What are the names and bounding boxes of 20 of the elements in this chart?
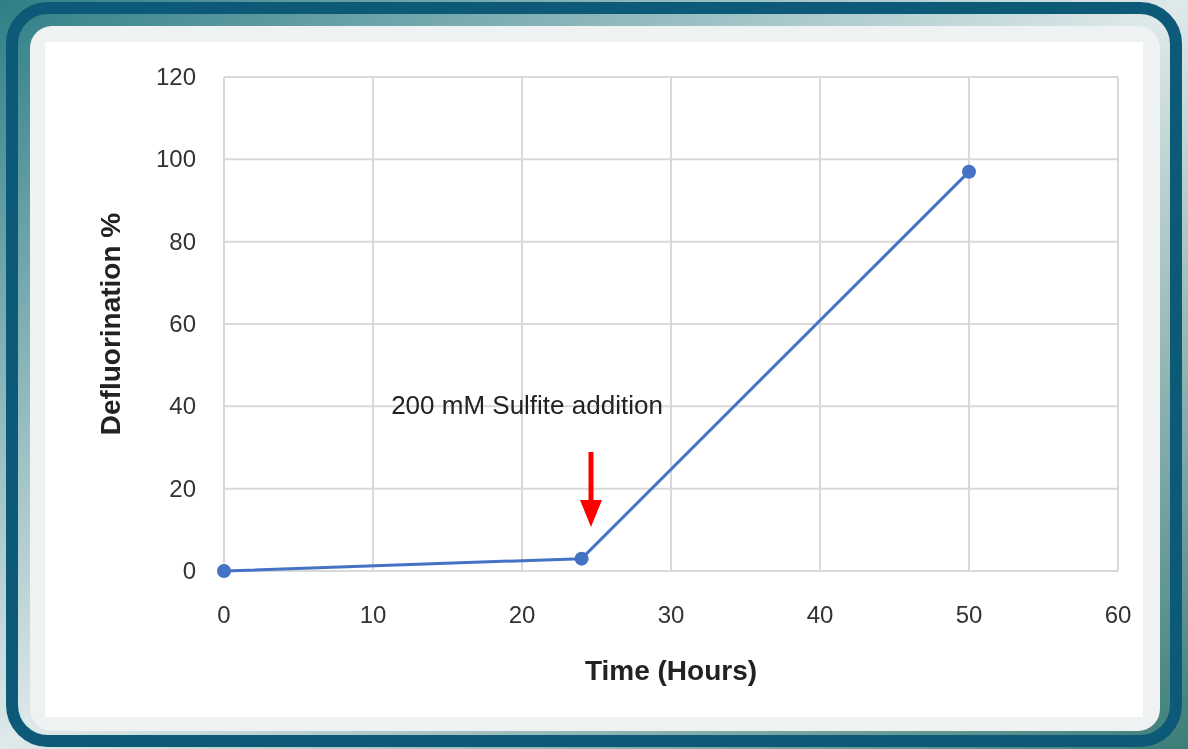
point bbox=[217, 564, 231, 578]
y-tick-label: 60 bbox=[169, 310, 196, 337]
x-tick-label: 10 bbox=[359, 601, 387, 628]
x-tick-label: 30 bbox=[657, 601, 685, 628]
point bbox=[574, 551, 589, 566]
x-tick-label: 60 bbox=[1104, 601, 1132, 628]
y-tick-label: 0 bbox=[182, 557, 196, 584]
x-tick-label: 50 bbox=[955, 601, 983, 628]
y-tick-label: 120 bbox=[155, 63, 196, 90]
y-tick-label: 40 bbox=[169, 392, 196, 420]
y-axis-title: Defluorination % bbox=[95, 212, 126, 436]
x-tick-label: 0 bbox=[217, 601, 231, 628]
y-tick-label: 100 bbox=[155, 145, 196, 173]
y-tick-label: 20 bbox=[169, 474, 196, 502]
annotation: 200 mM Sulfite addition bbox=[391, 390, 663, 420]
point bbox=[962, 164, 976, 179]
y-tick-label: 80 bbox=[169, 227, 196, 255]
x-tick-label: 40 bbox=[806, 601, 834, 628]
x-axis-title: Time (Hours) bbox=[584, 655, 758, 686]
x-tick-label: 20 bbox=[508, 601, 536, 628]
